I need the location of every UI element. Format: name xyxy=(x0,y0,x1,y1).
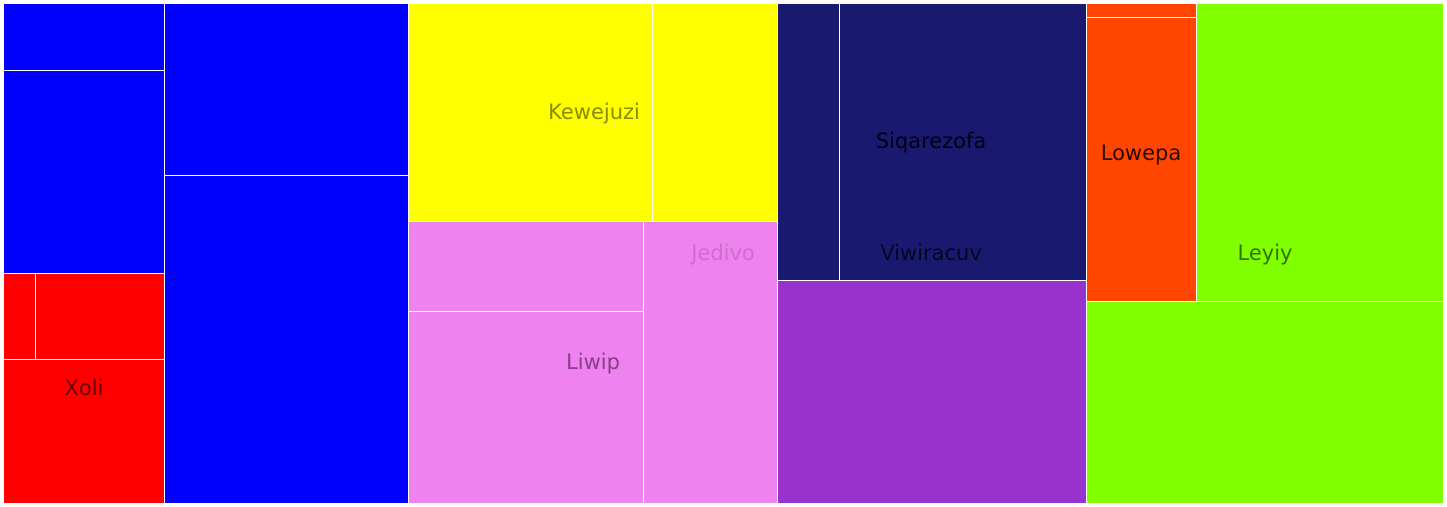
tile-orangered-1 xyxy=(1086,3,1197,18)
tile-violet-3 xyxy=(643,221,778,504)
tile-red-1 xyxy=(3,273,36,360)
label-leyiy: Leyiy xyxy=(1237,240,1293,265)
tile-navy-2 xyxy=(839,3,1087,281)
label-liwip: Liwip xyxy=(566,349,620,374)
label-lowepa: Lowepa xyxy=(1100,140,1182,165)
label-jedivo: Jedivo xyxy=(691,240,755,265)
tile-blue-3 xyxy=(164,3,409,176)
label-siqarezofa: Siqarezofa xyxy=(875,128,987,153)
tile-blue-2 xyxy=(3,70,165,274)
label-kewejuzi: Kewejuzi xyxy=(548,99,640,124)
tile-navy-1 xyxy=(777,3,840,281)
tile-chartreuse-2 xyxy=(1086,301,1444,504)
tile-blue-1 xyxy=(3,3,165,71)
tile-chartreuse-1 xyxy=(1196,3,1444,302)
tile-violet-2 xyxy=(408,311,644,504)
tile-purple-1 xyxy=(777,280,1087,504)
tile-blue-4 xyxy=(164,175,409,504)
tile-orangered-2 xyxy=(1086,17,1197,302)
tile-violet-1 xyxy=(408,221,644,312)
tile-yellow-1 xyxy=(408,3,653,222)
tile-red-2 xyxy=(35,273,165,360)
label-xoli: Xoli xyxy=(64,375,104,400)
tile-yellow-2 xyxy=(652,3,778,222)
label-viwiracuv: Viwiracuv xyxy=(880,240,982,265)
tile-red-3 xyxy=(3,359,165,504)
